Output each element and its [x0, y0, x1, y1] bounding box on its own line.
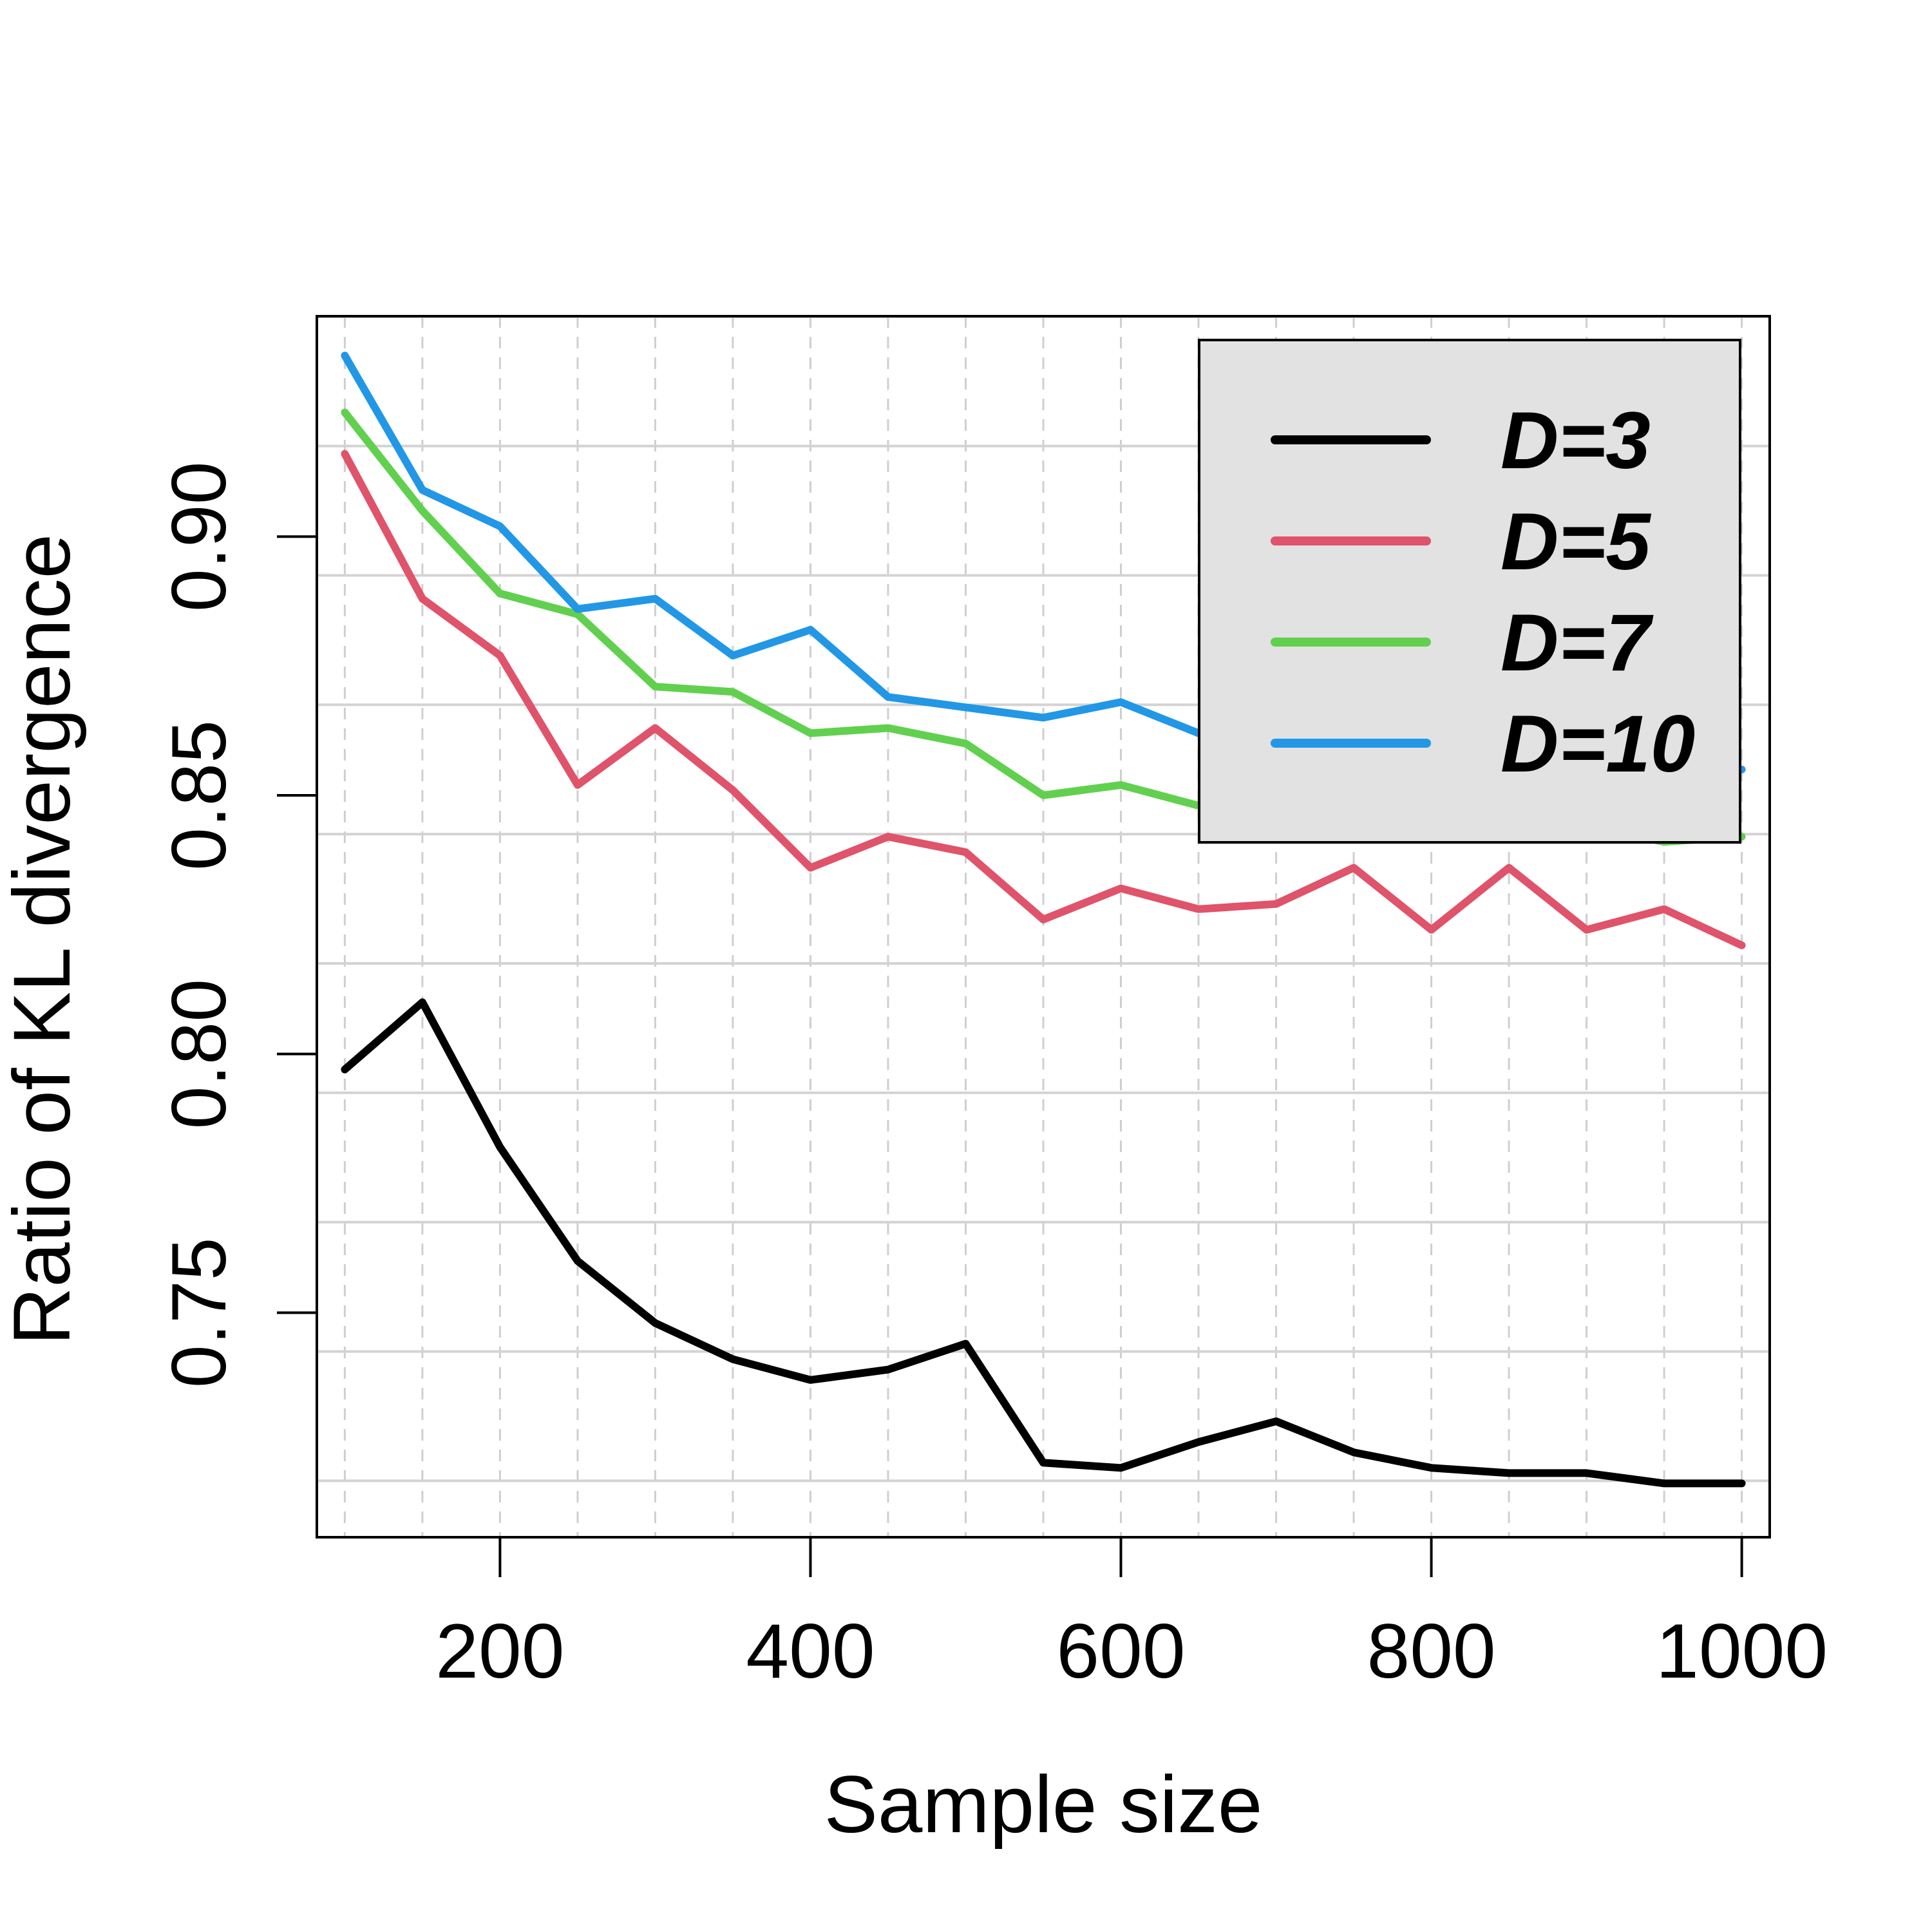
y-tick-label: 0.80: [156, 979, 242, 1130]
y-axis: 0.75 0.80 0.85 0.90: [156, 461, 317, 1388]
x-tick-label: 400: [746, 1608, 875, 1694]
x-tick-label: 600: [1056, 1608, 1185, 1694]
grid: [317, 315, 1770, 1537]
x-axis-title: Sample size: [824, 1760, 1263, 1850]
y-tick-label: 0.90: [156, 461, 242, 612]
x-tick-label: 1000: [1656, 1608, 1828, 1694]
series-line-d-5: [341, 450, 1746, 949]
x-axis: 200 400 600 800 1000: [435, 1537, 1828, 1694]
legend-box: [1198, 339, 1741, 844]
legend-label: D=3: [1501, 396, 1651, 486]
plot-frame: [316, 315, 1771, 1539]
y-tick-label: 0.85: [156, 720, 242, 871]
legend-label: D=10: [1501, 699, 1695, 789]
legend: D=3 D=5 D=7 D=10: [1198, 339, 1741, 844]
series-line-d-3: [341, 998, 1746, 1488]
x-tick-label: 800: [1367, 1608, 1495, 1694]
y-axis-title: Ratio of KL divergence: [0, 534, 87, 1345]
y-tick-label: 0.75: [156, 1238, 242, 1388]
legend-label: D=5: [1501, 497, 1651, 587]
legend-label: D=7: [1501, 598, 1654, 688]
x-tick-label: 200: [435, 1608, 564, 1694]
